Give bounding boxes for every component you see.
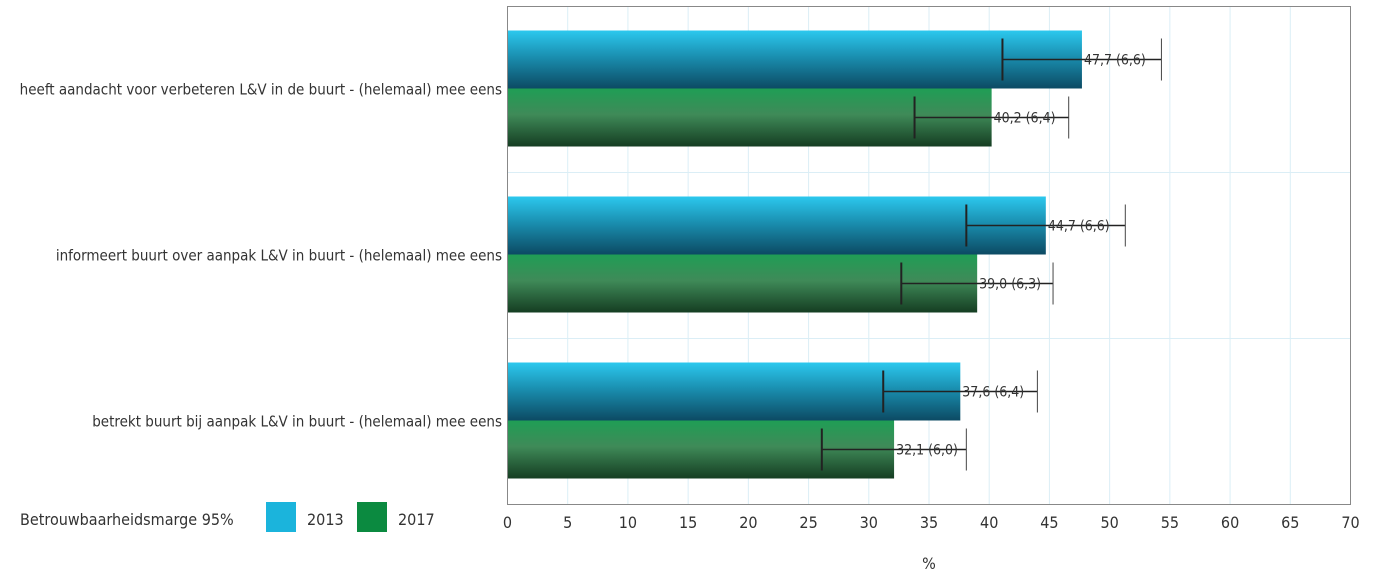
x-tick-labels: 0 5 10 15 20 25 30 35 40 45 50 55 60 65 70 bbox=[503, 513, 1360, 532]
x-tick-label: 25 bbox=[799, 513, 817, 532]
bar-2017 bbox=[507, 254, 978, 313]
legend-swatch-2017 bbox=[357, 502, 387, 532]
bar-2013 bbox=[507, 196, 1046, 255]
x-tick-label: 35 bbox=[920, 513, 938, 532]
x-tick-label: 50 bbox=[1100, 513, 1118, 532]
legend: Betrouwbaarheidsmarge 95% 2013 2017 bbox=[20, 502, 435, 532]
plot-area-frame bbox=[507, 6, 1351, 505]
data-labels: 47,7 (6,6) 40,2 (6,4) 44,7 (6,6) 39,0 (6,3)… bbox=[896, 53, 1146, 459]
data-label: 44,7 (6,6) bbox=[1048, 219, 1110, 235]
x-tick-label: 45 bbox=[1040, 513, 1058, 532]
x-tick-label: 15 bbox=[679, 513, 697, 532]
x-tick-label: 10 bbox=[619, 513, 637, 532]
legend-label-2013: 2013 bbox=[307, 510, 344, 529]
x-tick-label: 30 bbox=[860, 513, 878, 532]
legend-swatch-2013 bbox=[266, 502, 296, 532]
data-label: 32,1 (6,0) bbox=[896, 443, 958, 459]
category-label: betrekt buurt bij aanpak L&V in buurt - … bbox=[92, 413, 502, 431]
bars bbox=[507, 30, 1082, 479]
x-axis-title: % bbox=[922, 554, 936, 572]
data-label: 40,2 (6,4) bbox=[994, 111, 1056, 127]
category-label: informeert buurt over aanpak L&V in buur… bbox=[56, 247, 502, 265]
bar-2013 bbox=[507, 30, 1082, 89]
x-tick-label: 55 bbox=[1161, 513, 1179, 532]
category-label: heeft aandacht voor verbeteren L&V in de… bbox=[20, 81, 502, 99]
legend-title: Betrouwbaarheidsmarge 95% bbox=[20, 510, 234, 529]
x-tick-label: 70 bbox=[1341, 513, 1359, 532]
x-tick-label: 65 bbox=[1281, 513, 1299, 532]
x-tick-label: 5 bbox=[563, 513, 572, 532]
data-label: 47,7 (6,6) bbox=[1084, 53, 1146, 69]
error-bars bbox=[820, 38, 1162, 471]
x-tick-label: 40 bbox=[980, 513, 998, 532]
x-tick-label: 60 bbox=[1221, 513, 1239, 532]
bar-2017 bbox=[507, 88, 992, 147]
legend-label-2017: 2017 bbox=[398, 510, 435, 529]
data-label: 39,0 (6,3) bbox=[979, 277, 1041, 293]
category-labels: heeft aandacht voor verbeteren L&V in de… bbox=[20, 81, 502, 431]
x-tick-label: 20 bbox=[739, 513, 757, 532]
x-tick-label: 0 bbox=[503, 513, 512, 532]
data-label: 37,6 (6,4) bbox=[962, 385, 1024, 401]
